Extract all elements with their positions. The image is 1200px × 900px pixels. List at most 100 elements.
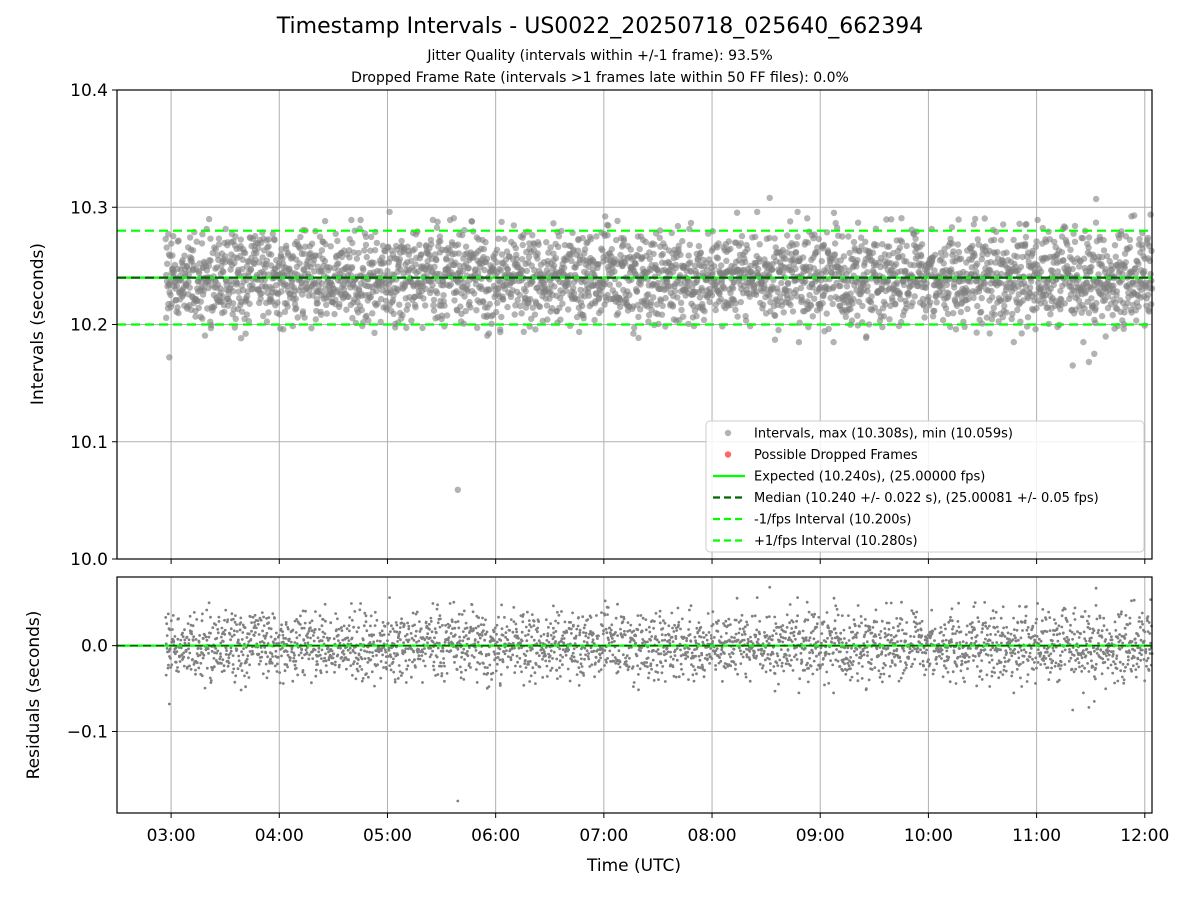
residual-point	[484, 618, 487, 622]
interval-point	[797, 284, 805, 292]
interval-point	[1088, 295, 1095, 302]
interval-point	[498, 251, 506, 258]
residual-point	[571, 611, 574, 615]
residual-point	[205, 666, 209, 670]
interval-point	[847, 290, 854, 297]
residual-point	[350, 636, 354, 640]
residual-point	[690, 651, 694, 655]
residual-point	[242, 647, 246, 650]
residual-point	[647, 650, 651, 653]
residual-point	[629, 623, 633, 627]
residual-point	[603, 599, 607, 603]
residual-point	[561, 663, 564, 667]
residual-point	[616, 602, 619, 606]
interval-point	[244, 292, 251, 300]
residual-point	[625, 654, 629, 658]
interval-point	[562, 287, 570, 294]
residual-point	[627, 646, 631, 650]
residual-point	[310, 629, 314, 633]
interval-point	[784, 232, 791, 239]
residual-point	[274, 649, 278, 653]
residual-point	[384, 650, 388, 654]
interval-point	[462, 307, 469, 315]
residual-point	[490, 678, 493, 681]
residual-point	[599, 656, 602, 660]
interval-point	[587, 235, 595, 243]
residual-point	[196, 646, 200, 650]
residual-point	[320, 639, 324, 643]
residual-point	[623, 633, 627, 637]
interval-point	[998, 270, 1005, 278]
residual-point	[322, 635, 325, 639]
residual-point	[515, 630, 519, 634]
residual-point	[485, 630, 489, 634]
residual-point	[169, 665, 173, 669]
residual-point	[436, 673, 440, 676]
residual-point	[680, 617, 684, 621]
interval-point	[507, 293, 515, 300]
interval-point	[820, 241, 828, 249]
interval-point	[687, 219, 695, 227]
interval-point	[737, 298, 744, 306]
residual-point	[348, 646, 352, 650]
residual-point	[323, 656, 326, 660]
interval-point	[911, 293, 918, 300]
residual-point	[329, 621, 333, 625]
interval-point	[519, 256, 526, 263]
interval-point	[1060, 257, 1067, 264]
residual-point	[671, 665, 675, 669]
residual-point	[210, 649, 214, 653]
interval-point	[1112, 253, 1120, 260]
residual-point	[293, 663, 297, 667]
residual-point	[501, 660, 505, 664]
residual-point	[449, 632, 453, 635]
residual-point	[375, 618, 379, 622]
interval-point	[794, 208, 801, 216]
interval-point	[804, 239, 812, 246]
interval-point	[794, 233, 801, 240]
residual-point	[446, 638, 450, 642]
residual-point	[233, 620, 237, 624]
residual-point	[512, 606, 516, 609]
residual-point	[267, 669, 270, 673]
interval-point	[396, 301, 403, 308]
residual-point	[187, 656, 190, 660]
interval-point	[677, 299, 685, 306]
interval-point	[714, 255, 722, 262]
residual-point	[314, 668, 318, 672]
residual-point	[486, 666, 489, 669]
interval-point	[222, 253, 229, 260]
residual-point	[234, 674, 238, 678]
residual-point	[198, 653, 202, 657]
residual-point	[217, 620, 221, 623]
residual-point	[661, 627, 665, 630]
interval-point	[712, 306, 719, 314]
residual-point	[516, 660, 519, 664]
residual-point	[353, 610, 357, 613]
residual-point	[589, 616, 593, 619]
residual-point	[377, 650, 381, 654]
interval-point	[1085, 358, 1093, 366]
interval-point	[462, 243, 470, 250]
interval-point	[514, 297, 521, 304]
residual-point	[340, 629, 344, 632]
residual-point	[232, 629, 236, 633]
interval-point	[389, 297, 397, 304]
residual-point	[187, 642, 191, 645]
residual-point	[617, 649, 621, 653]
residual-point	[182, 651, 186, 655]
interval-point	[535, 241, 542, 248]
interval-point	[257, 295, 264, 302]
residual-point	[443, 640, 447, 644]
interval-point	[931, 267, 938, 274]
residual-point	[214, 623, 218, 627]
interval-point	[771, 312, 779, 319]
interval-point	[178, 277, 185, 284]
residual-point	[245, 636, 249, 639]
residual-point	[376, 663, 379, 667]
residual-point	[458, 665, 462, 669]
residual-point	[336, 653, 340, 657]
interval-point	[301, 314, 308, 321]
residual-point	[312, 631, 316, 634]
interval-point	[499, 296, 507, 303]
